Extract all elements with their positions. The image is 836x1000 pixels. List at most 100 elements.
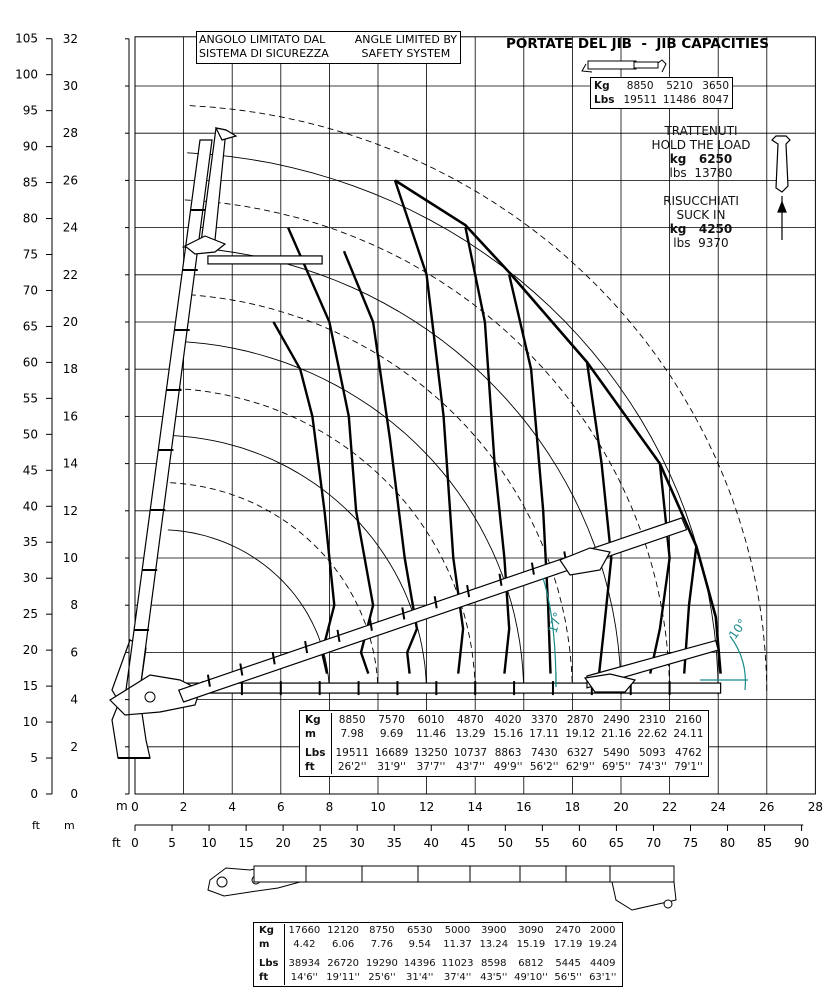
suck-it: RISUCCHIATI [663, 194, 739, 208]
left-ft-tick: 5 [30, 751, 38, 765]
bottom-capacity-table: Kg 17660 12120 8750 6530 5000 3900 3090 2470 2000… [253, 922, 624, 987]
left-ft-tick: 75 [23, 248, 38, 262]
jib-kg-1: 5210 [666, 80, 693, 92]
suck-lbs-label: lbs [673, 236, 691, 250]
jib-lbs-0: 19511 [623, 94, 657, 106]
main-ft-cell: 49'9'' [493, 761, 523, 773]
bottom-m-tick: 18 [565, 800, 580, 814]
bottom-lbs-label: Lbs [259, 958, 279, 969]
table-separator [284, 971, 286, 985]
bottom-ft-label: ft [259, 972, 269, 983]
bottom-m-tick: 12 [419, 800, 434, 814]
bottom-ft-tick: 45 [461, 836, 476, 850]
hook-icon [771, 135, 791, 240]
left-ft-tick: 60 [23, 355, 38, 369]
left-m-tick: 26 [63, 173, 78, 187]
bottom-ft-tick: 70 [646, 836, 661, 850]
main-lbs-cell: 5093 [639, 747, 666, 759]
main-lbs-cell: 10737 [453, 747, 488, 759]
left-m-tick: 30 [63, 79, 78, 93]
main-lbs-cell: 19511 [335, 747, 369, 759]
bottom-kg-row: Kg 17660 12120 8750 6530 5000 3900 3090 2470 2000 [256, 924, 620, 938]
bottom-m-cell: 11.37 [443, 939, 472, 950]
bottom-ft-tick: 35 [387, 836, 402, 850]
main-kg-cell: 2870 [566, 714, 594, 726]
bottom-ft-tick: 50 [498, 836, 513, 850]
bottom-m-tick: 28 [808, 800, 823, 814]
main-lbs-cell: 7430 [530, 747, 558, 759]
suck-en: SUCK IN [676, 208, 726, 222]
main-kg-cell: 6010 [417, 714, 445, 726]
bottom-ft-axis-label: ft [112, 836, 121, 850]
bottom-m-cell: 15.19 [516, 939, 546, 950]
bottom-ft-tick: 0 [131, 836, 139, 850]
main-kg-label: Kg [305, 714, 321, 726]
bottom-m-tick: 0 [131, 800, 139, 814]
bottom-m-cell: 7.76 [370, 939, 394, 950]
left-ft-tick: 20 [23, 643, 38, 657]
main-lbs-cell: 8863 [494, 747, 522, 759]
suck-kg-label: kg [669, 222, 687, 236]
main-ft-cell: 79'1'' [674, 761, 703, 773]
bottom-ft-tick: 55 [535, 836, 550, 850]
radius-arc [187, 152, 719, 695]
main-lbs-cell: 13250 [414, 747, 448, 759]
radius-arc [179, 293, 573, 695]
bottom-m-label: m [259, 939, 270, 950]
main-m-cell: 22.62 [637, 728, 668, 740]
hold-lbs-label: lbs [669, 166, 687, 180]
main-m-label: m [305, 728, 316, 740]
radius-arc [182, 246, 622, 695]
bottom-m-tick: 20 [613, 800, 628, 814]
radius-arc [175, 388, 476, 695]
left-ft-tick: 0 [30, 787, 38, 801]
crane-boom-drawing [109, 127, 722, 759]
bottom-kg-cell: 6530 [406, 925, 433, 936]
capacity-curve [342, 250, 419, 674]
main-ft-cell: 69'5'' [601, 761, 631, 773]
left-m-tick: 12 [63, 504, 78, 518]
hold-lbs: 13780 [694, 166, 733, 180]
bottom-ft-tick: 20 [275, 836, 290, 850]
hold-en: HOLD THE LOAD [651, 138, 751, 152]
main-ft-cell: 26'2'' [337, 761, 367, 773]
main-ft-cell: 43'7'' [456, 761, 485, 773]
bottom-ft-tick: 15 [238, 836, 253, 850]
main-lbs-row: Lbs 19511 16689 13250 10737 8863 7430 6327 5490 5… [302, 746, 706, 760]
main-ft-cell: 56'2'' [529, 761, 559, 773]
main-lbs-cell: 4762 [675, 747, 702, 759]
bottom-m-cell: 9.54 [408, 939, 431, 950]
bottom-lbs-cell: 19290 [366, 958, 398, 969]
radius-arc [177, 340, 525, 695]
hold-lbs-line: lbs 13780 [640, 166, 762, 180]
bottom-m-cell: 17.19 [553, 939, 583, 950]
bottom-lbs-cell: 38934 [288, 958, 321, 969]
bottom-ft-cell: 56'5'' [554, 972, 582, 983]
left-ft-tick: 70 [23, 283, 38, 297]
left-ft-tick: 80 [23, 212, 38, 226]
left-m-tick: 24 [63, 221, 78, 235]
bottom-lbs-cell: 11023 [441, 958, 474, 969]
bottom-ft-tick: 30 [350, 836, 365, 850]
jib-kg-row: Kg 8850 5210 3650 [591, 79, 732, 93]
main-ft-cell: 37'7'' [416, 761, 446, 773]
left-m-tick: 20 [63, 315, 78, 329]
angle-note-it: ANGOLO LIMITATO DAL SISTEMA DI SICUREZZA [199, 33, 329, 61]
bottom-m-row: m 4.42 6.06 7.76 9.54 11.37 13.24 15.19 17.19 19.… [256, 938, 620, 957]
bottom-m-cell: 19.24 [588, 939, 618, 950]
main-ft-cell: 31'9'' [377, 761, 406, 773]
main-kg-cell: 4870 [457, 714, 484, 726]
left-ft-tick: 85 [23, 176, 38, 190]
suck-kg: 4250 [698, 222, 733, 236]
left-ft-tick: 45 [23, 463, 38, 477]
angle-note-en-line1: ANGLE LIMITED BY [354, 33, 457, 46]
left-ft-tick: 95 [23, 104, 38, 118]
main-kg-cell: 2490 [602, 714, 630, 726]
angle-note-en: ANGLE LIMITED BY SAFETY SYSTEM [355, 33, 457, 61]
left-ft-tick: 10 [23, 715, 38, 729]
bottom-ft-cell: 37'4'' [443, 972, 472, 983]
radius-arc [170, 482, 379, 695]
bottom-ft-tick: 65 [609, 836, 624, 850]
hold-kg-label: kg [669, 152, 687, 166]
